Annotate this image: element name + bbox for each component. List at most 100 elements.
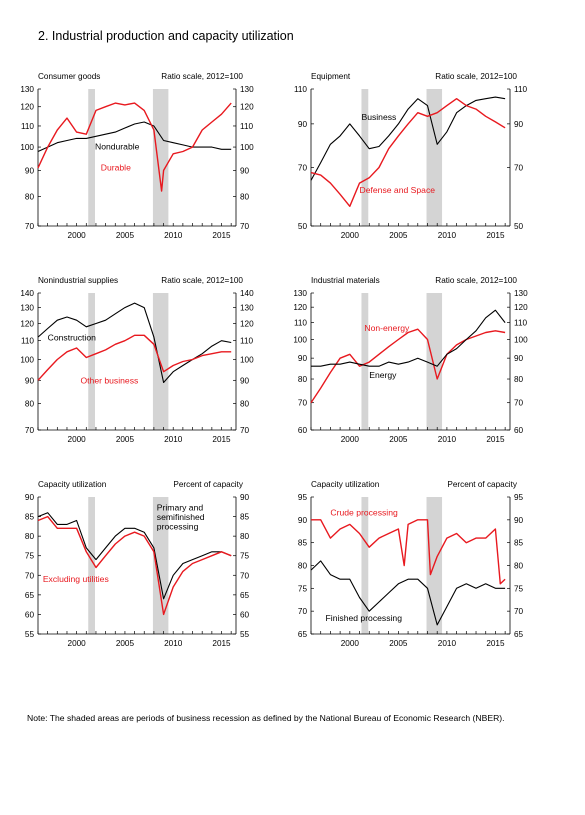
y-tick-label-right: 75 <box>240 552 250 561</box>
y-tick-label-right: 110 <box>514 85 527 94</box>
y-tick-label-left: 70 <box>25 426 35 435</box>
series-label-energy: Energy <box>369 370 397 380</box>
panel-title: Industrial materials <box>311 276 380 285</box>
x-tick-label: 2010 <box>438 435 457 444</box>
y-tick-label-left: 80 <box>25 400 35 409</box>
y-tick-label-left: 110 <box>21 122 34 131</box>
x-tick-label: 2005 <box>116 639 135 648</box>
y-tick-label-left: 60 <box>25 610 35 619</box>
x-tick-label: 2015 <box>212 639 231 648</box>
y-tick-label-right: 90 <box>514 516 524 525</box>
y-tick-label-right: 65 <box>514 630 524 639</box>
y-tick-label-right: 100 <box>240 356 254 365</box>
y-tick-label-right: 95 <box>514 493 524 502</box>
y-tick-label-right: 55 <box>240 630 250 639</box>
x-tick-label: 2010 <box>164 639 183 648</box>
y-tick-label-left: 100 <box>20 143 34 152</box>
x-tick-label: 2005 <box>389 231 408 240</box>
y-tick-label-left: 110 <box>21 337 34 346</box>
x-tick-label: 2000 <box>68 639 87 648</box>
series-label-finished-processing: Finished processing <box>326 613 403 623</box>
y-tick-label-left: 75 <box>25 552 35 561</box>
recession-band <box>152 497 169 634</box>
y-tick-label-left: 110 <box>294 85 307 94</box>
series-label-nondurable: Nondurable <box>95 141 140 151</box>
y-tick-label-right: 90 <box>240 493 250 502</box>
x-tick-label: 2015 <box>486 639 505 648</box>
chart-panel-6: Capacity utilization Percent of capacity 6… <box>298 480 524 648</box>
series-label-business: Business <box>361 112 396 122</box>
y-tick-label-right: 75 <box>514 584 524 593</box>
y-tick-label-right: 140 <box>240 289 254 298</box>
x-tick-label: 2000 <box>68 231 87 240</box>
y-tick-label-right: 65 <box>240 591 250 600</box>
y-tick-label-right: 60 <box>240 610 250 619</box>
y-tick-label-right: 100 <box>240 143 254 152</box>
y-tick-label-left: 65 <box>25 591 35 600</box>
x-tick-label: 2015 <box>212 231 231 240</box>
y-tick-label-left: 90 <box>298 354 308 363</box>
y-tick-label-right: 130 <box>514 289 528 298</box>
y-tick-label-right: 90 <box>514 120 524 129</box>
x-tick-label: 2005 <box>389 639 408 648</box>
y-tick-label-right: 60 <box>514 426 524 435</box>
series-label-defense-and-space: Defense and Space <box>360 185 436 195</box>
y-tick-label-left: 70 <box>298 607 308 616</box>
series-label-other-business: Other business <box>80 376 138 386</box>
y-tick-label-left: 80 <box>298 375 308 384</box>
y-tick-label-left: 130 <box>20 304 34 313</box>
panel-title: Nonindustrial supplies <box>38 276 118 285</box>
y-tick-label-left: 70 <box>25 222 35 231</box>
y-tick-label-right: 70 <box>514 607 524 616</box>
series-line-defense-and-space <box>310 97 506 208</box>
unit-label: Ratio scale, 2012=100 <box>435 276 517 285</box>
y-tick-label-left: 90 <box>298 120 308 129</box>
y-tick-label-right: 80 <box>514 562 524 571</box>
series-label-primary-and-semifinished-processing: Primary and semifinished processing <box>157 503 205 532</box>
y-tick-label-left: 70 <box>298 399 308 408</box>
y-tick-label-left: 55 <box>25 630 35 639</box>
y-tick-label-left: 130 <box>20 85 34 94</box>
y-tick-label-right: 130 <box>240 304 254 313</box>
x-tick-label: 2010 <box>438 639 457 648</box>
y-tick-label-right: 90 <box>514 354 524 363</box>
recession-band <box>361 293 369 430</box>
unit-label: Percent of capacity <box>447 480 518 489</box>
y-tick-label-left: 90 <box>25 376 35 385</box>
unit-label: Ratio scale, 2012=100 <box>161 72 243 81</box>
y-tick-label-left: 65 <box>298 630 308 639</box>
x-tick-label: 2010 <box>164 435 183 444</box>
series-label-excluding-utilities: Excluding utilities <box>43 574 109 584</box>
y-tick-label-left: 70 <box>25 571 35 580</box>
series-line-other-business <box>37 334 232 381</box>
x-tick-label: 2000 <box>341 231 360 240</box>
chart-panel-2: Equipment Ratio scale, 2012=100 50 50 70 70 90… <box>294 72 528 240</box>
y-tick-label-right: 70 <box>240 222 250 231</box>
y-tick-label-left: 140 <box>20 289 34 298</box>
x-tick-label: 2005 <box>116 435 135 444</box>
x-tick-label: 2005 <box>389 435 408 444</box>
series-line-excluding-utilities <box>37 515 232 616</box>
x-tick-label: 2015 <box>486 435 505 444</box>
panel-title: Capacity utilization <box>311 480 380 489</box>
y-tick-label-right: 70 <box>514 399 524 408</box>
series-line-durable <box>37 102 232 192</box>
recession-band <box>88 497 95 634</box>
x-tick-label: 2000 <box>68 435 87 444</box>
x-tick-label: 2000 <box>341 435 360 444</box>
y-tick-label-right: 80 <box>240 192 250 201</box>
series-line-construction <box>37 302 232 384</box>
figure-title: 2. Industrial production and capacity ut… <box>38 29 294 43</box>
y-tick-label-right: 50 <box>514 222 524 231</box>
y-tick-label-right: 70 <box>240 571 250 580</box>
recession-band <box>88 89 95 226</box>
y-tick-label-right: 85 <box>514 539 524 548</box>
x-tick-label: 2000 <box>341 639 360 648</box>
x-tick-label: 2015 <box>212 435 231 444</box>
y-tick-label-left: 50 <box>298 222 308 231</box>
series-label-durable: Durable <box>101 162 131 172</box>
y-tick-label-right: 90 <box>240 166 250 175</box>
y-tick-label-left: 120 <box>20 319 34 328</box>
chart-panel-4: Industrial materials Ratio scale, 2012=10… <box>293 276 528 444</box>
y-tick-label-right: 80 <box>240 400 250 409</box>
